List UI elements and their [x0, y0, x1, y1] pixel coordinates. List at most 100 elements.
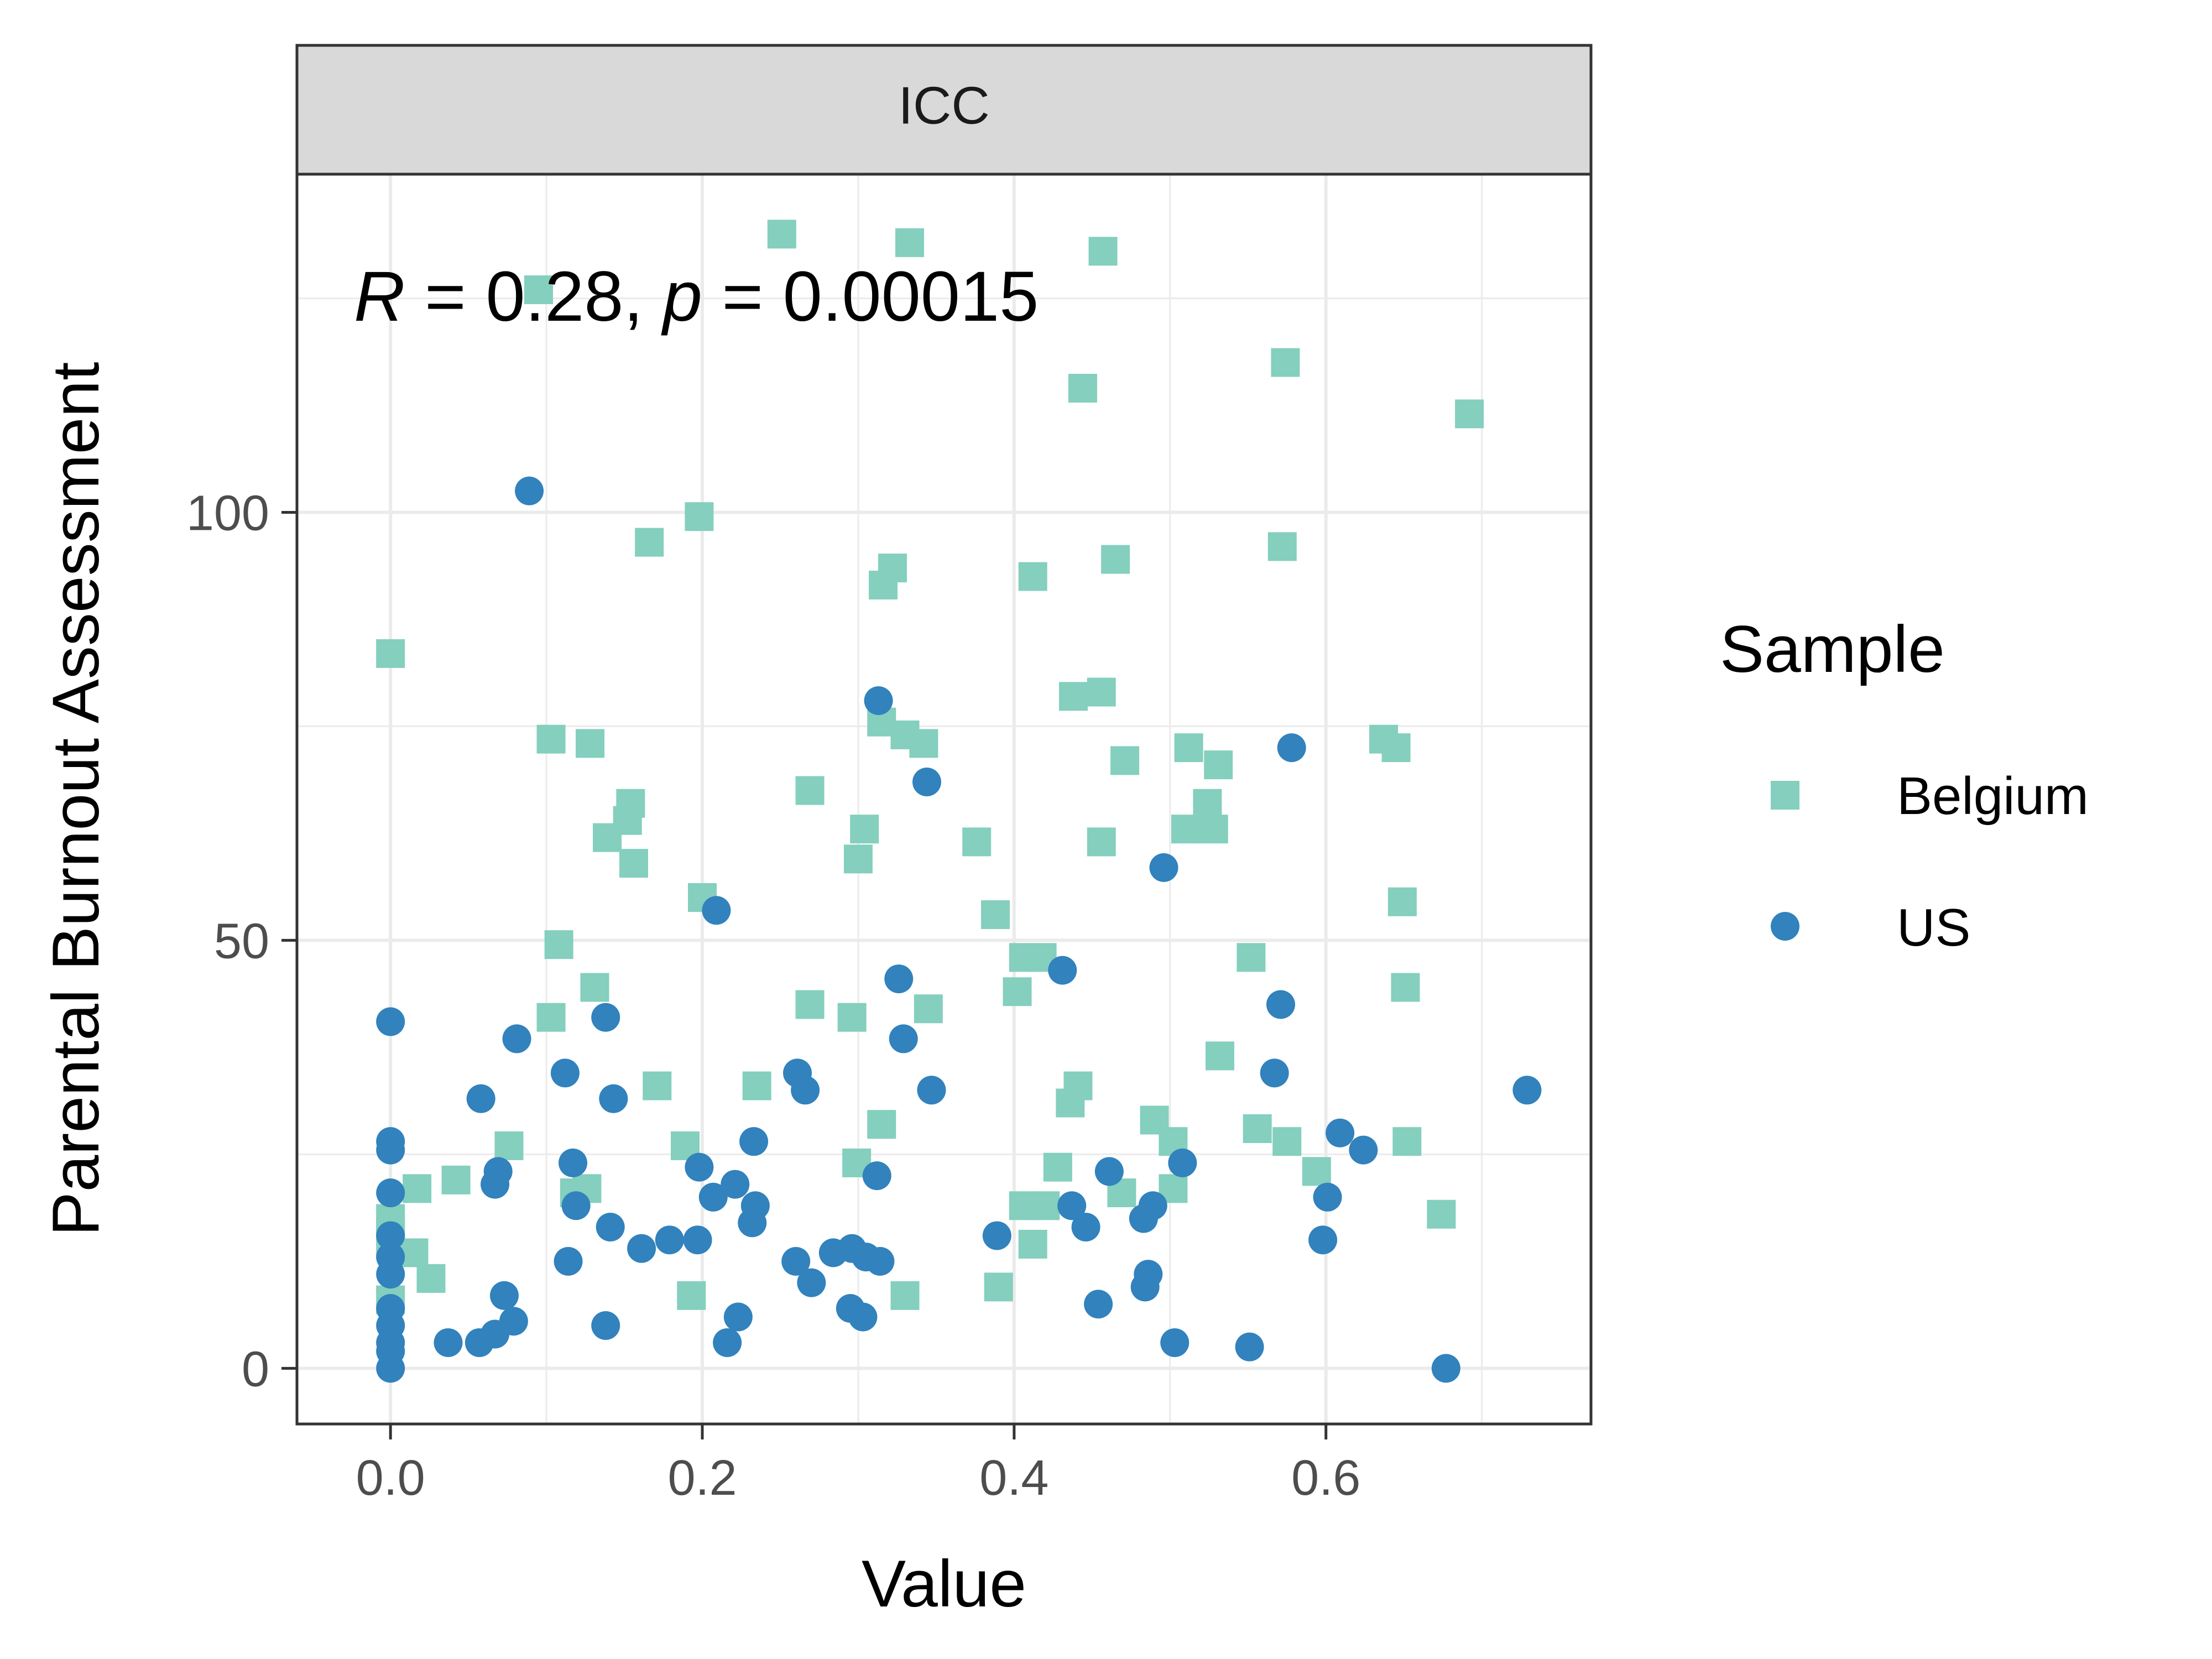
us-point — [698, 1182, 728, 1212]
belgium-point — [1056, 1088, 1085, 1118]
belgium-point — [1059, 682, 1088, 711]
belgium-point — [1031, 1191, 1060, 1220]
belgium-point — [1003, 977, 1032, 1006]
belgium-point — [1391, 973, 1420, 1002]
belgium-point — [580, 973, 609, 1002]
us-point — [884, 964, 914, 994]
us-point — [1048, 956, 1077, 985]
x-tick-label: 0.2 — [667, 1451, 737, 1506]
belgium-point — [1427, 1199, 1456, 1229]
belgium-point — [795, 776, 825, 805]
major-gridlines — [297, 174, 1591, 1424]
plot-panel-background — [297, 174, 1591, 1424]
us-point — [864, 686, 893, 715]
belgium-point — [1087, 827, 1116, 857]
belgium-point — [1243, 1114, 1272, 1143]
legend-label-us: US — [1897, 898, 1970, 957]
us-point — [1313, 1182, 1342, 1212]
us-point — [481, 1170, 510, 1199]
us-point — [376, 1135, 405, 1165]
us-point — [1512, 1076, 1542, 1105]
belgium-point — [1088, 237, 1118, 266]
belgium-point — [1018, 1229, 1047, 1259]
belgium-point — [850, 815, 879, 844]
us-point — [1431, 1354, 1460, 1383]
x-tick-label: 0.0 — [356, 1451, 425, 1506]
y-axis: 0 50 100 — [186, 486, 297, 1397]
belgium-point — [837, 1003, 867, 1032]
belgium-point — [1206, 1041, 1235, 1071]
us-point — [889, 1024, 918, 1053]
us-point — [376, 1260, 405, 1289]
us-point — [489, 1281, 519, 1310]
us-point — [376, 1178, 405, 1208]
us-point — [1260, 1058, 1289, 1088]
legend-key-belgium — [1771, 781, 1799, 810]
us-point — [591, 1003, 620, 1032]
belgium-point — [643, 1071, 672, 1100]
us-point — [1149, 853, 1178, 882]
us-point — [1130, 1272, 1160, 1302]
belgium-point — [867, 1110, 896, 1139]
us-point — [685, 1152, 714, 1182]
belgium-point — [1174, 733, 1203, 763]
belgium-point — [403, 1174, 432, 1203]
us-point — [912, 768, 941, 797]
belgium-point — [1392, 1127, 1422, 1156]
belgium-point — [1018, 562, 1047, 591]
y-axis-title: Parental Burnout Assessment — [39, 362, 113, 1237]
us-point — [466, 1084, 495, 1113]
us-point — [791, 1076, 820, 1105]
belgium-point — [742, 1071, 771, 1100]
belgium-point — [1171, 815, 1200, 844]
us-point — [865, 1246, 895, 1276]
us-point — [559, 1148, 588, 1177]
facet-strip-label: ICC — [898, 76, 989, 135]
legend-title: Sample — [1720, 612, 1945, 686]
belgium-point — [1068, 373, 1097, 403]
us-point — [1168, 1148, 1197, 1177]
y-tick-label: 0 — [242, 1342, 269, 1397]
belgium-point — [1267, 532, 1297, 561]
us-point — [627, 1234, 656, 1263]
belgium-point — [635, 528, 664, 557]
belgium-point — [767, 220, 796, 249]
belgium-point — [677, 1281, 706, 1310]
us-point — [554, 1246, 583, 1276]
belgium-point — [1204, 750, 1233, 780]
belgium-point — [890, 1281, 920, 1310]
us-point — [465, 1328, 494, 1357]
x-tick-label: 0.6 — [1291, 1451, 1360, 1506]
belgium-point — [619, 849, 648, 878]
us-point — [376, 1354, 405, 1383]
p-value-text: = 0.00015 — [702, 257, 1039, 336]
legend-key-us — [1771, 912, 1799, 941]
facet-strip-background — [295, 44, 1593, 176]
belgium-point — [1455, 399, 1484, 429]
us-point — [862, 1161, 891, 1191]
belgium-point — [441, 1165, 471, 1194]
us-point — [683, 1225, 712, 1255]
belgium-point — [1237, 943, 1266, 972]
us-points — [376, 476, 1542, 1383]
belgium-point — [1193, 789, 1222, 818]
us-point — [376, 1007, 405, 1036]
belgium-point — [376, 639, 405, 668]
us-point — [781, 1246, 811, 1276]
belgium-point — [1381, 733, 1411, 763]
us-point — [1071, 1212, 1100, 1241]
belgium-point — [1199, 815, 1228, 844]
belgium-point — [524, 275, 553, 304]
r-value-text: = 0.28, — [405, 257, 662, 336]
correlation-annotation: R = 0.28, p = 0.00015 — [354, 257, 1039, 336]
us-point — [1094, 1157, 1124, 1186]
us-point — [797, 1268, 826, 1297]
us-point — [599, 1084, 628, 1113]
x-tick-label: 0.4 — [979, 1451, 1048, 1506]
belgium-point — [593, 823, 622, 852]
us-point — [702, 896, 731, 925]
us-point — [1084, 1290, 1113, 1319]
belgium-point — [843, 844, 873, 874]
us-point — [848, 1302, 878, 1332]
